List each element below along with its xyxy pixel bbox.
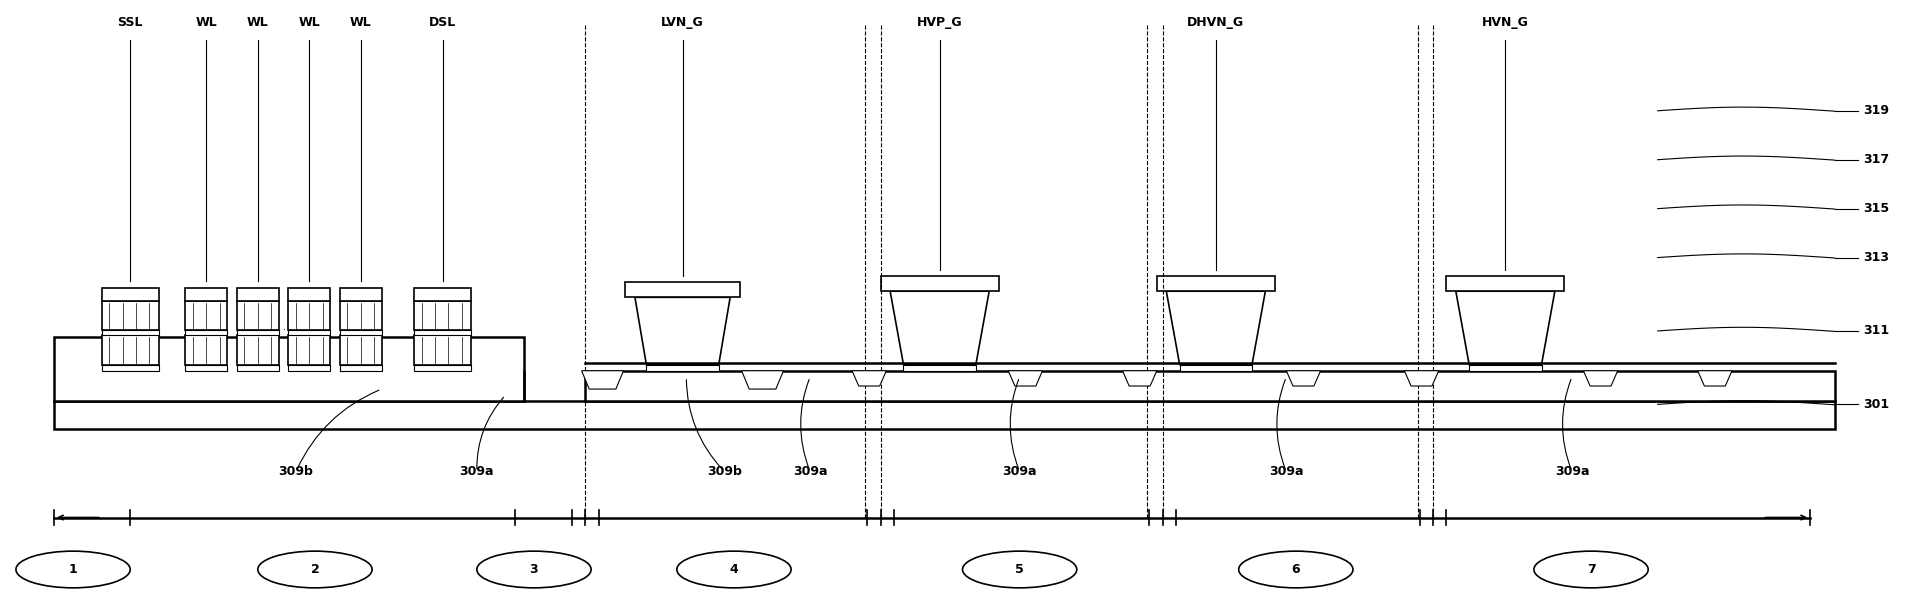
Bar <box>236 287 278 301</box>
Polygon shape <box>890 291 989 365</box>
Bar <box>101 301 158 330</box>
Polygon shape <box>1697 371 1732 386</box>
Text: WL: WL <box>248 15 269 29</box>
Bar <box>339 365 381 371</box>
Bar <box>185 330 227 335</box>
Bar <box>1469 365 1541 371</box>
Polygon shape <box>852 371 886 386</box>
Text: 319: 319 <box>1863 104 1888 117</box>
Text: 309a: 309a <box>792 465 827 478</box>
Bar <box>101 287 158 301</box>
Bar <box>339 301 381 330</box>
Text: SSL: SSL <box>118 15 143 29</box>
Bar <box>288 335 330 365</box>
Text: 309a: 309a <box>459 465 493 478</box>
Bar <box>101 330 158 335</box>
Bar <box>288 301 330 330</box>
Text: 3: 3 <box>530 563 537 576</box>
Text: 315: 315 <box>1863 202 1888 215</box>
Text: LVN_G: LVN_G <box>661 15 703 29</box>
Bar <box>288 287 330 301</box>
Polygon shape <box>1404 371 1438 386</box>
Bar <box>585 371 1835 402</box>
Bar <box>646 365 718 371</box>
Polygon shape <box>1166 291 1265 365</box>
Text: 2: 2 <box>311 563 320 576</box>
Polygon shape <box>634 297 730 365</box>
Text: 7: 7 <box>1585 563 1594 576</box>
Polygon shape <box>1122 371 1156 386</box>
Text: WL: WL <box>196 15 217 29</box>
Polygon shape <box>581 371 623 389</box>
Bar <box>1446 276 1564 291</box>
Text: 6: 6 <box>1292 563 1299 576</box>
Bar <box>236 301 278 330</box>
Text: 309b: 309b <box>278 465 312 478</box>
Text: 309a: 309a <box>1269 465 1303 478</box>
Polygon shape <box>1286 371 1320 386</box>
Text: DHVN_G: DHVN_G <box>1187 15 1244 29</box>
Polygon shape <box>741 371 783 389</box>
Text: · · ·: · · · <box>282 326 297 335</box>
Text: 4: 4 <box>730 563 737 576</box>
Bar <box>413 335 471 365</box>
Text: WL: WL <box>351 15 371 29</box>
Bar <box>53 402 1835 429</box>
Bar <box>288 330 330 335</box>
Bar <box>1179 365 1252 371</box>
Bar <box>625 282 739 297</box>
Bar <box>236 330 278 335</box>
Polygon shape <box>1583 371 1617 386</box>
Bar <box>53 337 524 402</box>
Bar <box>413 330 471 335</box>
Text: 309a: 309a <box>1002 465 1036 478</box>
Bar <box>413 365 471 371</box>
Polygon shape <box>1008 371 1042 386</box>
Text: 301: 301 <box>1863 398 1888 411</box>
Text: HVN_G: HVN_G <box>1480 15 1528 29</box>
Bar <box>339 287 381 301</box>
Text: WL: WL <box>299 15 320 29</box>
Bar <box>236 335 278 365</box>
Text: 311: 311 <box>1863 324 1888 338</box>
Text: 313: 313 <box>1863 251 1888 264</box>
Bar <box>185 287 227 301</box>
Text: HVP_G: HVP_G <box>916 15 962 29</box>
Text: 1: 1 <box>69 563 78 576</box>
Text: 309b: 309b <box>707 465 741 478</box>
Bar <box>185 301 227 330</box>
Bar <box>101 335 158 365</box>
Polygon shape <box>1455 291 1554 365</box>
Text: DSL: DSL <box>429 15 455 29</box>
Bar <box>880 276 998 291</box>
Text: 5: 5 <box>1015 563 1023 576</box>
Bar <box>903 365 975 371</box>
Bar <box>185 335 227 365</box>
Bar <box>1156 276 1274 291</box>
Bar <box>413 301 471 330</box>
Bar <box>185 365 227 371</box>
Bar <box>101 365 158 371</box>
Bar <box>339 335 381 365</box>
Text: 309a: 309a <box>1554 465 1589 478</box>
Text: 317: 317 <box>1863 153 1888 166</box>
Bar <box>339 330 381 335</box>
Bar <box>413 287 471 301</box>
Bar <box>236 365 278 371</box>
Bar <box>288 365 330 371</box>
